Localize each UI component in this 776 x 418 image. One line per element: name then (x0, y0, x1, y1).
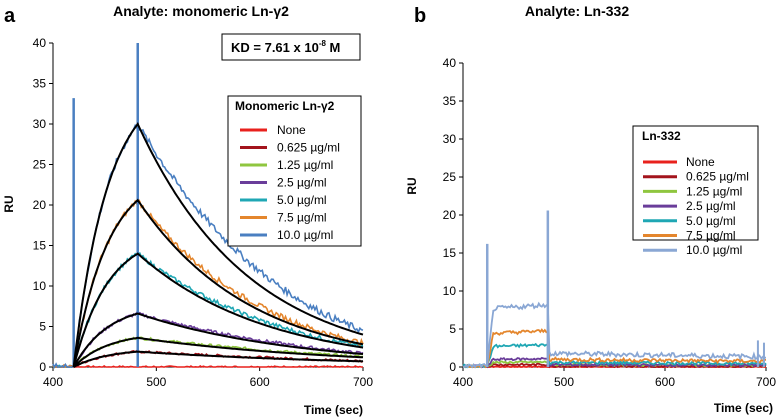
panel-b-sensorgram-series (462, 362, 767, 369)
panel-a-legend-label: 10.0 µg/ml (277, 228, 333, 242)
kd-annotation-box (221, 33, 361, 61)
panel-a-xlabel: Time (sec) (304, 403, 363, 417)
panel-a-legend-items: None 0.625 µg/ml 1.25 µg/ml 2.5 µg/ml 5.0 µg… (240, 123, 340, 242)
panel-a-title: Analyte: monomeric Ln-γ2 (113, 3, 289, 19)
panel-a-legend-label: 5.0 µg/ml (277, 193, 327, 207)
panel-a-fit-curve (72, 122, 364, 368)
panel-b-sensorgram-series (463, 328, 767, 369)
panel-b-ylabel: RU (405, 177, 419, 194)
panel-a-ytick-label: 20 (33, 198, 47, 212)
panel-b-ytick-label: 0 (449, 360, 456, 374)
panel-b-legend-title: Ln-332 (642, 129, 681, 143)
panel-a-legend-label: None (277, 123, 306, 137)
panel-a-legend-title: Monomeric Ln-γ2 (235, 99, 335, 113)
panel-a-ytick-label: 30 (33, 117, 47, 131)
panel-b-sensorgram-series (463, 301, 766, 369)
panel-a-legend-label: 2.5 µg/ml (277, 176, 327, 190)
panel-a-legend: Monomeric Ln-γ2 None 0.625 µg/ml 1.25 µg/m… (227, 95, 362, 247)
panel-b-ytick-label: 40 (443, 56, 457, 70)
panel-b-sensorgram-series (462, 356, 767, 369)
panel-a-ytick-label: 35 (33, 77, 47, 91)
panel-b-legend-label: None (686, 155, 715, 169)
panel-b-xtick-label: 500 (554, 375, 574, 389)
panel-a-ylabel: RU (2, 195, 16, 212)
panel-a-xtick-label: 500 (146, 375, 166, 389)
panel-a-legend-label: 0.625 µg/ml (277, 141, 340, 155)
panel-b-legend-label: 0.625 µg/ml (686, 170, 749, 184)
panel-a-plot: 0 5 10 15 20 25 30 35 40 400 500 600 700 (33, 36, 374, 389)
panel-b-letter: b (414, 5, 426, 27)
panel-b-ytick-label: 10 (443, 284, 457, 298)
panel-a-fit-curve (72, 252, 364, 368)
panel-b-xtick-label: 400 (453, 375, 473, 389)
panel-a-sensorgram-series (52, 365, 363, 368)
panel-a-fit-curve (72, 336, 364, 368)
panel-a-letter: a (4, 5, 16, 27)
panel-a-ytick-label: 10 (33, 279, 47, 293)
panel-a-sensorgram-series (52, 336, 364, 368)
panel-b-sensorgram-series (462, 342, 767, 369)
panel-b-ytick-label: 20 (443, 208, 457, 222)
panel-a-ytick-label: 0 (39, 360, 46, 374)
panel-a-legend-label: 7.5 µg/ml (277, 211, 327, 225)
panel-b-title: Analyte: Ln-332 (525, 3, 629, 19)
panel-a-fit-curve (72, 198, 364, 368)
panel-b-ytick-label: 5 (449, 322, 456, 336)
panel-b-legend-label: 2.5 µg/ml (686, 199, 736, 213)
panel-b-legend-label: 10.0 µg/ml (686, 243, 742, 257)
panel-a-ytick-label: 15 (33, 239, 47, 253)
kd-annotation: KD = 7.61 x 10-8 M (231, 39, 340, 55)
panel-b-ytick-label: 25 (443, 170, 457, 184)
panel-b-ytick-label: 30 (443, 132, 457, 146)
panel-b-ytick-label: 35 (443, 94, 457, 108)
panel-a-xtick-label: 600 (250, 375, 270, 389)
panel-a-fit-curve (73, 350, 363, 368)
panel-b-legend-label: 7.5 µg/ml (686, 229, 736, 243)
panel-b-legend-label: 1.25 µg/ml (686, 184, 742, 198)
panel-a-xtick-label: 700 (353, 375, 373, 389)
panel-a-legend-label: 1.25 µg/ml (277, 158, 333, 172)
panel-a-ytick-label: 25 (33, 158, 47, 172)
panel-b-xlabel: Time (sec) (714, 401, 773, 415)
panel-a-ytick-label: 40 (33, 36, 47, 50)
panel-b-legend-label: 5.0 µg/ml (686, 214, 736, 228)
panel-b-ytick-label: 15 (443, 246, 457, 260)
panel-a-fit-curve (72, 312, 364, 368)
panel-b-plot: 0 5 10 15 20 25 30 35 40 400 500 600 700 (443, 56, 776, 389)
panel-b-xtick-label: 600 (655, 375, 675, 389)
panel-a-legend-box (227, 95, 362, 247)
panel-b-xtick-label: 700 (756, 375, 776, 389)
panel-a-xtick-label: 400 (43, 375, 63, 389)
panel-a-ytick-label: 5 (39, 320, 46, 334)
